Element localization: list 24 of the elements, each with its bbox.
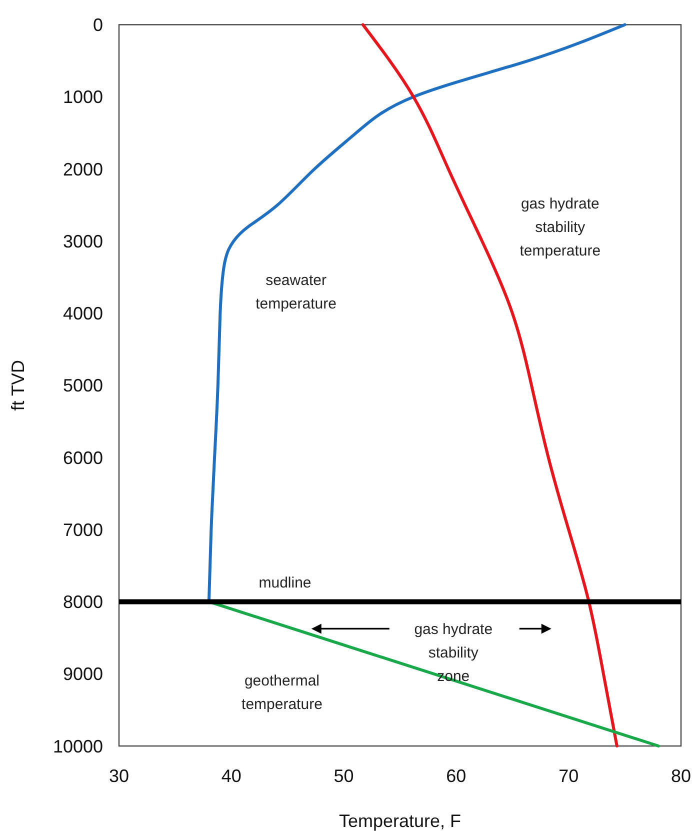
x-tick-label: 40 — [221, 766, 242, 786]
x-tick-label: 30 — [108, 766, 130, 786]
y-tick-label: 8000 — [62, 592, 103, 612]
y-tick-label: 6000 — [62, 448, 103, 468]
x-tick-label: 80 — [670, 766, 692, 786]
line-series — [361, 23, 618, 748]
annotation: seawater temperature — [256, 272, 336, 313]
annotation: gas hydrate stability temperature — [520, 195, 601, 260]
y-tick-label: 1000 — [62, 87, 103, 108]
y-tick-label: 2000 — [62, 159, 103, 180]
y-tick-label: 10000 — [52, 736, 103, 756]
x-axis-title: Temperature, F — [338, 811, 462, 831]
y-tick-label: 5000 — [62, 376, 103, 396]
annotation: geothermal temperature — [242, 672, 322, 713]
y-tick-label: 0 — [92, 15, 103, 35]
y-axis-title: ft TVD — [8, 360, 28, 411]
ref-line-label: mudline — [258, 574, 312, 592]
x-tick-label: 50 — [334, 766, 354, 786]
y-tick-label: 7000 — [62, 520, 103, 540]
x-tick-label: 60 — [446, 766, 466, 786]
y-tick-label: 9000 — [62, 664, 103, 684]
x-tick-label: 70 — [558, 766, 579, 786]
y-tick-label: 4000 — [62, 304, 103, 324]
y-tick-label: 3000 — [62, 231, 103, 252]
